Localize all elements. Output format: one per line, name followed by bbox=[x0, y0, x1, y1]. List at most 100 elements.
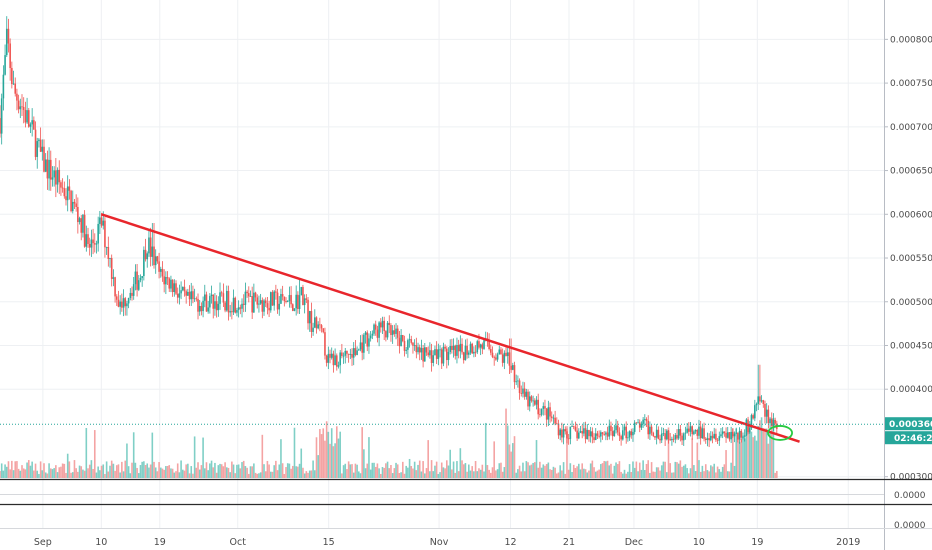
candle-body bbox=[742, 436, 744, 438]
candle-body bbox=[300, 287, 303, 296]
candle-body bbox=[669, 439, 672, 441]
volume-bar bbox=[490, 472, 492, 478]
volume-bar bbox=[571, 472, 573, 478]
volume-bar bbox=[51, 469, 54, 478]
volume-bar bbox=[627, 471, 629, 478]
candlesticks[interactable] bbox=[0, 16, 778, 448]
countdown-badge bbox=[885, 431, 932, 445]
candle-body bbox=[750, 415, 753, 429]
volume-bar bbox=[224, 462, 226, 478]
volume-bar bbox=[544, 465, 546, 478]
candle-body bbox=[114, 277, 116, 297]
candle-body bbox=[418, 347, 421, 353]
volume-bar bbox=[574, 467, 577, 478]
volume-bar bbox=[591, 460, 594, 478]
candle-body bbox=[158, 261, 160, 272]
volume-bar bbox=[610, 463, 612, 478]
volume-bar bbox=[288, 463, 291, 478]
candle-body bbox=[195, 298, 198, 300]
volume-bar bbox=[500, 462, 502, 478]
volume-bar bbox=[488, 469, 490, 478]
volume-bar bbox=[347, 461, 350, 478]
volume-bar bbox=[454, 472, 457, 478]
volume-bar bbox=[491, 467, 494, 478]
volume-bar bbox=[173, 472, 176, 478]
candle-body bbox=[85, 234, 88, 247]
candle-body bbox=[285, 300, 287, 302]
candle-body bbox=[452, 345, 455, 350]
volume-bar bbox=[682, 465, 685, 478]
volume-bar bbox=[501, 471, 504, 478]
candle-body bbox=[503, 352, 506, 363]
volume-bar bbox=[254, 472, 257, 478]
candle-body bbox=[544, 406, 546, 409]
volume-bar bbox=[93, 430, 96, 478]
volume-bar bbox=[508, 444, 511, 478]
volume-bar bbox=[594, 471, 597, 478]
candle-body bbox=[662, 433, 665, 435]
volume-bar bbox=[259, 472, 262, 478]
volume-bar bbox=[693, 465, 695, 478]
candle-body bbox=[286, 301, 289, 302]
candle-body bbox=[115, 296, 118, 300]
candle-body bbox=[303, 298, 306, 306]
candle-body bbox=[73, 201, 76, 204]
volume-bar bbox=[41, 470, 44, 478]
candle-body bbox=[219, 292, 221, 304]
candle-body bbox=[554, 417, 556, 424]
volume-bar bbox=[730, 462, 732, 478]
candle-body bbox=[527, 391, 529, 407]
candle-body bbox=[420, 348, 423, 353]
time-tick-label: Oct bbox=[230, 537, 247, 548]
candle-body bbox=[589, 431, 592, 437]
volume-bar bbox=[733, 465, 736, 478]
volume-bar bbox=[137, 473, 140, 478]
volume-bar bbox=[324, 440, 326, 478]
breakout-marker-circle bbox=[767, 425, 793, 441]
volume-bar bbox=[295, 466, 297, 478]
candle-body bbox=[110, 258, 113, 279]
candle-body bbox=[281, 294, 284, 297]
volume-bar bbox=[625, 473, 628, 478]
volume-bar bbox=[671, 472, 673, 478]
volume-bar bbox=[578, 463, 580, 478]
volume-bar bbox=[31, 461, 33, 478]
volume-bar bbox=[19, 470, 22, 478]
candle-body bbox=[674, 435, 677, 440]
candle-body bbox=[390, 325, 392, 336]
candle-body bbox=[493, 356, 495, 358]
candle-body bbox=[699, 426, 702, 439]
volume-bar bbox=[430, 460, 433, 478]
candle-body bbox=[0, 118, 1, 134]
volume-bar bbox=[510, 451, 512, 478]
volume-bar bbox=[114, 470, 116, 478]
volume-bar bbox=[202, 437, 204, 478]
candle-body bbox=[689, 426, 692, 432]
candle-body bbox=[173, 283, 176, 293]
candle-body bbox=[424, 347, 426, 362]
candle-body bbox=[642, 419, 644, 424]
candle-body bbox=[293, 308, 296, 311]
volume-bar bbox=[346, 469, 348, 478]
candle-body bbox=[552, 417, 555, 419]
pane-value-label: 0.0000 bbox=[894, 491, 926, 501]
volume-bar bbox=[772, 417, 775, 478]
trendline[interactable] bbox=[100, 213, 800, 443]
volume-bar bbox=[630, 471, 633, 478]
volume-bar bbox=[517, 469, 519, 478]
candle-body bbox=[212, 294, 215, 309]
volume-bar bbox=[126, 443, 128, 478]
volume-bar bbox=[537, 467, 539, 478]
time-axis[interactable]: Sep 10 19 Oct 15 Nov 12 21 Dec 10 19 2019 bbox=[34, 537, 860, 548]
candle-body bbox=[603, 434, 606, 435]
candle-body bbox=[298, 295, 301, 309]
volume-bar bbox=[83, 470, 86, 478]
volume-bar bbox=[596, 470, 599, 478]
candle-body bbox=[264, 300, 267, 304]
volume-bar bbox=[701, 465, 704, 478]
candle-body bbox=[439, 349, 441, 351]
indicator-pane[interactable]: 0.0000 0.0000 bbox=[0, 478, 932, 532]
